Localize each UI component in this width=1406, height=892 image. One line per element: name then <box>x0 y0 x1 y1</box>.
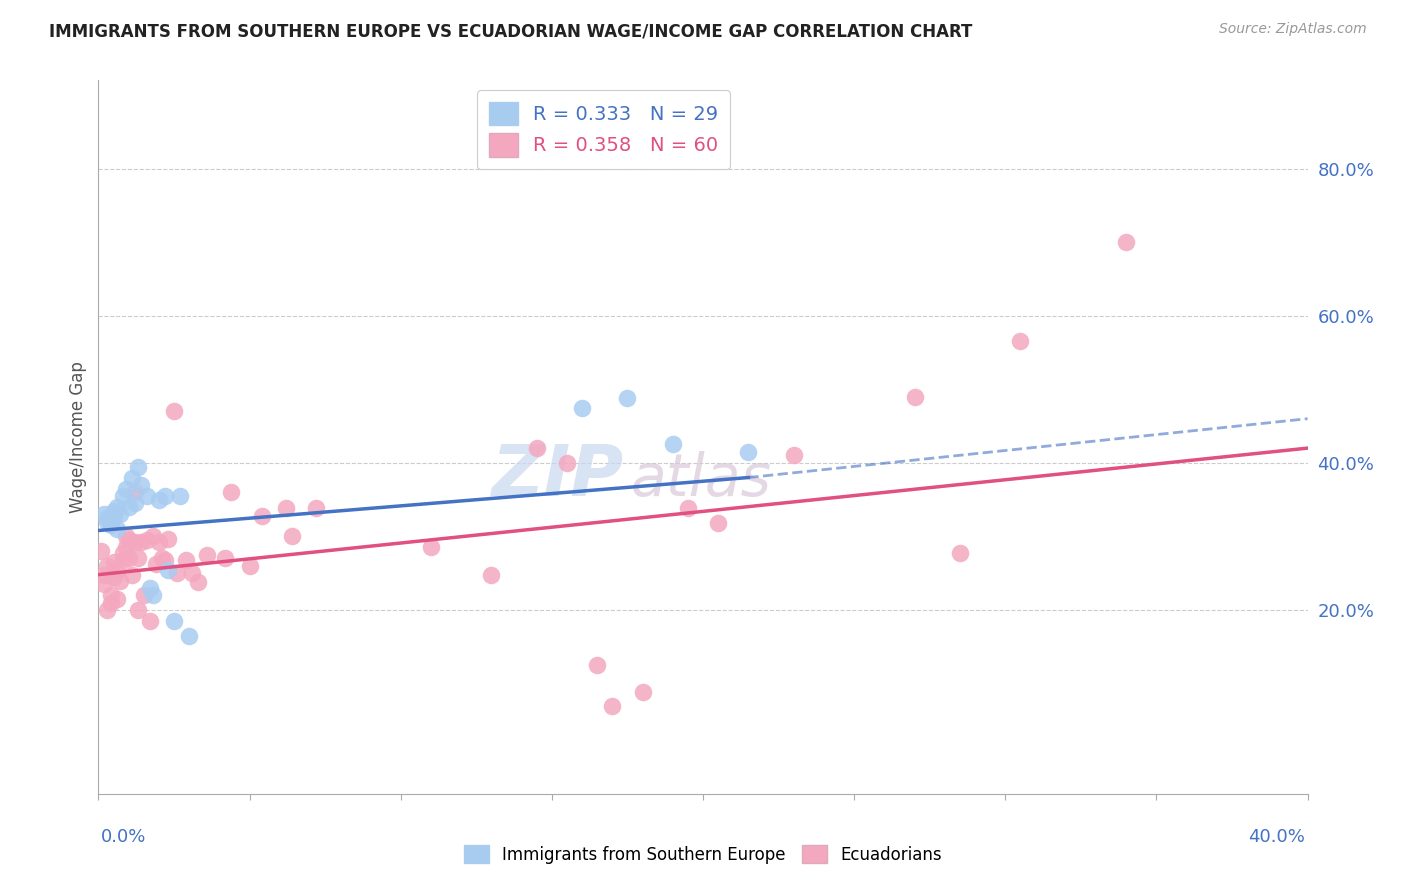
Point <box>96 558 118 573</box>
Point <box>132 588 155 602</box>
Point <box>145 558 167 572</box>
Point <box>281 529 304 543</box>
Point <box>100 518 122 533</box>
Point <box>108 508 131 522</box>
Point <box>174 553 197 567</box>
Point <box>949 545 972 559</box>
Point <box>1010 334 1032 349</box>
Point <box>114 529 136 543</box>
Point <box>100 596 122 610</box>
Point <box>108 574 131 588</box>
Point <box>169 489 191 503</box>
Point <box>127 603 149 617</box>
Point <box>129 535 152 549</box>
Point <box>707 516 730 530</box>
Point <box>139 581 162 595</box>
Point <box>105 500 128 514</box>
Point <box>103 508 125 523</box>
Point <box>93 567 115 582</box>
Point <box>420 541 443 555</box>
Point <box>163 614 186 628</box>
Point <box>631 685 654 699</box>
Point <box>602 698 624 713</box>
Point <box>616 391 638 405</box>
Y-axis label: Wage/Income Gap: Wage/Income Gap <box>69 361 87 513</box>
Point <box>118 533 141 547</box>
Point <box>90 544 112 558</box>
Point <box>135 489 157 503</box>
Point <box>121 470 143 484</box>
Point <box>100 588 122 602</box>
Point <box>96 515 118 529</box>
Point <box>142 588 165 602</box>
Point <box>904 390 927 404</box>
Text: IMMIGRANTS FROM SOUTHERN EUROPE VS ECUADORIAN WAGE/INCOME GAP CORRELATION CHART: IMMIGRANTS FROM SOUTHERN EUROPE VS ECUAD… <box>49 22 973 40</box>
Point <box>250 508 273 523</box>
Point <box>156 533 179 547</box>
Point <box>93 508 115 522</box>
Point <box>571 401 593 415</box>
Point <box>105 591 128 606</box>
Point <box>195 548 218 562</box>
Point <box>214 551 236 566</box>
Point <box>142 529 165 543</box>
Point <box>103 503 125 517</box>
Point <box>135 533 157 547</box>
Text: 0.0%: 0.0% <box>101 828 146 846</box>
Point <box>127 551 149 566</box>
Point <box>127 459 149 474</box>
Point <box>148 492 170 507</box>
Point <box>274 501 297 516</box>
Point <box>129 478 152 492</box>
Point <box>179 629 201 643</box>
Point <box>153 489 176 503</box>
Point <box>737 444 759 458</box>
Point <box>481 567 503 582</box>
Text: ZIP: ZIP <box>492 442 624 511</box>
Point <box>105 562 128 576</box>
Point <box>96 603 118 617</box>
Point <box>96 511 118 525</box>
Text: atlas: atlas <box>630 451 772 508</box>
Point <box>118 500 141 514</box>
Point <box>305 501 328 516</box>
Text: Source: ZipAtlas.com: Source: ZipAtlas.com <box>1219 22 1367 37</box>
Point <box>163 404 186 418</box>
Point <box>148 535 170 549</box>
Point <box>181 566 204 581</box>
Point <box>153 553 176 567</box>
Point <box>526 441 548 455</box>
Point <box>124 485 146 500</box>
Point <box>187 574 209 589</box>
Point <box>111 545 134 559</box>
Point <box>124 496 146 510</box>
Point <box>221 485 243 500</box>
Point <box>93 577 115 591</box>
Point <box>166 566 188 581</box>
Point <box>139 614 162 628</box>
Text: 40.0%: 40.0% <box>1249 828 1305 846</box>
Point <box>676 501 699 516</box>
Point <box>103 555 125 569</box>
Point <box>156 562 179 576</box>
Point <box>150 551 173 566</box>
Point <box>586 658 609 673</box>
Point <box>114 482 136 496</box>
Point <box>662 437 685 451</box>
Point <box>103 570 125 584</box>
Point <box>121 567 143 582</box>
Point <box>105 522 128 536</box>
Point <box>111 553 134 567</box>
Point <box>555 456 578 470</box>
Point <box>239 558 262 573</box>
Point <box>1115 235 1137 249</box>
Point <box>783 449 806 463</box>
Point <box>118 551 141 566</box>
Point <box>111 489 134 503</box>
Legend: Immigrants from Southern Europe, Ecuadorians: Immigrants from Southern Europe, Ecuador… <box>457 838 949 871</box>
Legend: R = 0.333   N = 29, R = 0.358   N = 60: R = 0.333 N = 29, R = 0.358 N = 60 <box>477 90 730 169</box>
Point <box>124 535 146 549</box>
Point <box>114 541 136 555</box>
